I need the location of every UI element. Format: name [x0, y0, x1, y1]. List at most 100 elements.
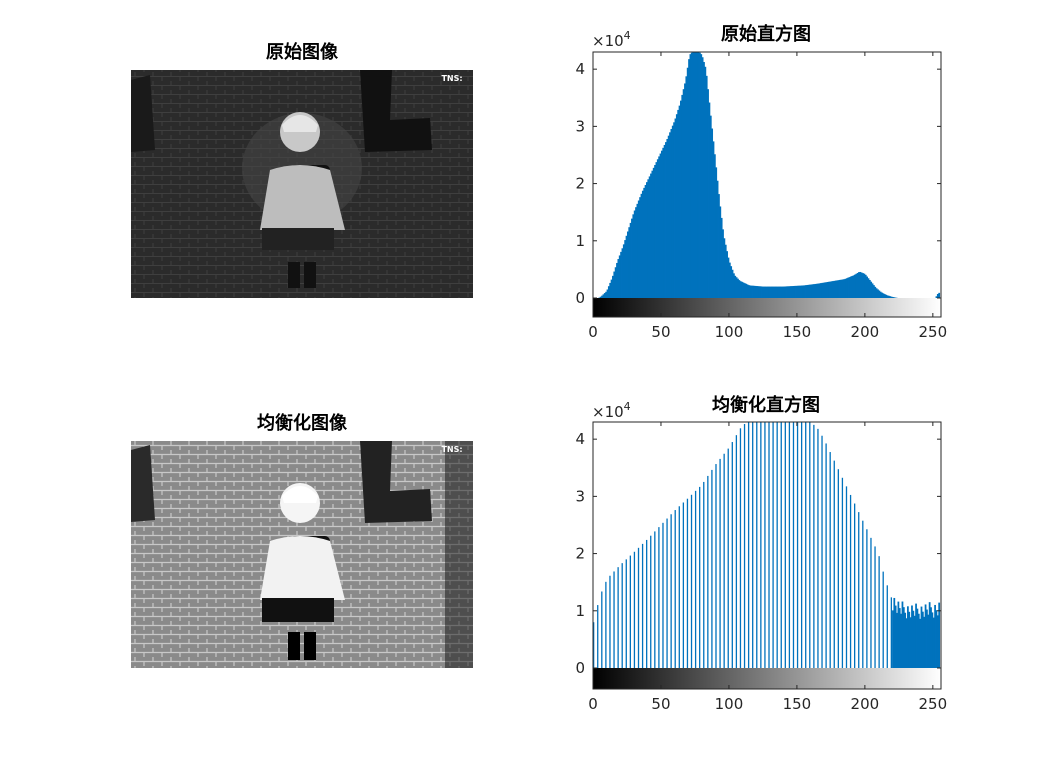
histogram-bar [802, 285, 805, 298]
histogram-bar [650, 535, 652, 668]
original-histogram-axes-box [592, 51, 942, 318]
histogram-bar [648, 176, 651, 298]
histogram-bar [720, 217, 723, 298]
histogram-bar [750, 285, 753, 298]
histogram-bar [654, 531, 656, 668]
histogram-bar [739, 428, 742, 668]
histogram-bar [737, 278, 739, 298]
x-tick-label: 250 [919, 323, 948, 341]
histogram-bar [830, 281, 833, 298]
histogram-bar [924, 604, 927, 668]
histogram-bar [631, 218, 633, 298]
histogram-bar [673, 122, 675, 299]
x-tick-label: 150 [783, 695, 812, 713]
original-histogram-exponent: ×104 [592, 29, 631, 50]
histogram-bar [686, 498, 689, 668]
histogram-bar [825, 282, 828, 298]
histogram-bar [681, 94, 684, 298]
histogram-bar [610, 279, 613, 298]
histogram-bar [603, 293, 606, 298]
histogram-bar [605, 291, 607, 298]
equalized-image-panel: 均衡化图像 TNS: [131, 412, 473, 668]
histogram-bar [606, 289, 609, 298]
histogram-bar [711, 469, 713, 668]
histogram-bar [688, 59, 690, 299]
equalized-histogram: 均衡化直方图 ×104 0 1 2 3 4 0 50 100 150 200 250 [575, 394, 947, 713]
histogram-bar [844, 278, 847, 298]
equalized-histogram-axes-box [592, 421, 942, 690]
histogram-bar [776, 286, 779, 298]
histogram-bar [613, 571, 615, 668]
histogram-bar [926, 609, 928, 668]
histogram-bar [692, 52, 694, 298]
histogram-bar [935, 296, 938, 298]
histogram-bar [790, 286, 792, 298]
histogram-bar [703, 481, 705, 668]
histogram-bar [646, 182, 648, 298]
histogram-bar [862, 273, 864, 298]
histogram-bar [901, 601, 904, 668]
histogram-bar [665, 142, 667, 298]
histogram-bar [786, 286, 788, 298]
histogram-bar [694, 52, 697, 298]
histogram-bar [685, 76, 688, 298]
histogram-bar [747, 422, 750, 668]
y-tick-label: 3 [575, 117, 585, 135]
histogram-bar [735, 277, 738, 298]
histogram-bar [633, 210, 636, 298]
histogram-bar [760, 422, 762, 668]
y-tick-label: 1 [575, 602, 585, 620]
histogram-bar [807, 284, 810, 298]
histogram-bar [902, 607, 905, 668]
histogram-bar [768, 422, 770, 668]
histogram-bar [621, 248, 624, 298]
histogram-bar [609, 282, 612, 298]
histogram-bar [873, 285, 875, 298]
equalized-image-title: 均衡化图像 [257, 412, 348, 434]
equalized-photo [131, 441, 473, 668]
histogram-bar [828, 281, 830, 298]
histogram-bar [735, 435, 738, 668]
histogram-bar [809, 422, 811, 668]
x-tick-label: 100 [715, 695, 744, 713]
histogram-bar [832, 281, 835, 298]
histogram-bar [658, 156, 661, 298]
histogram-bar [756, 286, 758, 298]
histogram-bar [690, 52, 693, 298]
histogram-bar [833, 460, 835, 668]
histogram-bar [662, 522, 664, 668]
histogram-bar [840, 279, 843, 298]
histogram-bar [806, 284, 809, 298]
histogram-bar [712, 141, 715, 298]
original-photo-watermark: TNS: [441, 74, 462, 83]
histogram-bar [874, 286, 877, 298]
histogram-bar [912, 610, 915, 668]
histogram-bar [809, 284, 811, 298]
histogram-bar [886, 295, 889, 298]
histogram-bar [936, 293, 939, 298]
histogram-bar [909, 617, 912, 668]
histogram-bar [841, 279, 844, 298]
histogram-bar [708, 102, 711, 298]
histogram-bar [911, 605, 913, 668]
histogram-bar [938, 292, 941, 298]
histogram-bar [768, 286, 771, 298]
histogram-bar [647, 179, 650, 298]
histogram-bar [699, 486, 701, 668]
histogram-bar [883, 294, 886, 298]
equalized-histogram-exponent: ×104 [592, 400, 631, 421]
histogram-bar [833, 280, 836, 298]
histogram-bar [734, 275, 737, 298]
histogram-bar [817, 283, 820, 298]
histogram-bar [703, 62, 705, 298]
histogram-bar [680, 100, 682, 299]
histogram-bar [646, 539, 648, 668]
histogram-bar [644, 185, 647, 298]
histogram-bar [821, 282, 824, 298]
equalized-histogram-title: 均衡化直方图 [712, 394, 820, 416]
y-tick-label: 2 [575, 545, 585, 563]
histogram-bar [715, 464, 717, 668]
histogram-bar [764, 286, 767, 298]
histogram-bar [617, 259, 620, 298]
histogram-bar [803, 285, 806, 298]
